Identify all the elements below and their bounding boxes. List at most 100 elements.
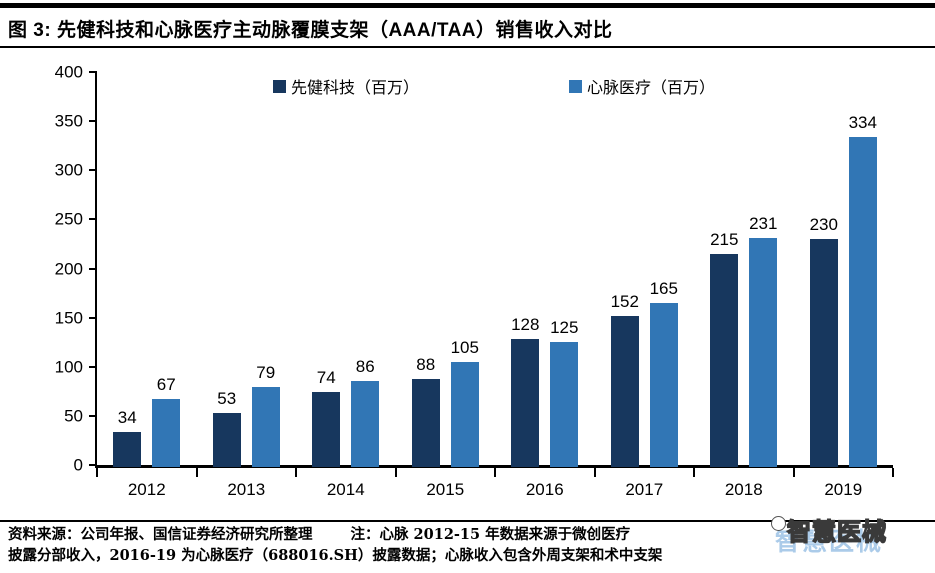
legend-marker-xianjian-icon	[272, 79, 286, 93]
bar-slot: 88	[411, 72, 440, 467]
bar-group-2013: 53 79	[197, 72, 297, 467]
bar-slot: 53	[212, 72, 241, 467]
bar-slot: 128	[511, 72, 540, 467]
x-axis-label-2015: 2015	[426, 480, 465, 499]
legend-marker-xinmai-icon	[569, 79, 582, 93]
bar-slot: 334	[848, 72, 877, 467]
bar-slot: 215	[710, 72, 739, 467]
bar-value-label: 334	[848, 112, 877, 132]
x-tick-mark	[96, 468, 98, 477]
bar-slot: 79	[251, 72, 280, 467]
footer-source-line: 资料来源：公司年报、国信证券经济研究所整理 注：心脉 2012-15 年数据来源于…	[8, 526, 935, 543]
bar-group-2014: 74 86	[296, 72, 396, 467]
y-tick-mark	[89, 120, 97, 123]
bar-slot: 67	[152, 72, 181, 467]
x-axis-label-2013: 2013	[227, 480, 266, 499]
bar-2014-series2	[351, 380, 380, 467]
bar-value-label: 215	[710, 229, 739, 249]
source-text: 资料来源：公司年报、国信证券经济研究所整理	[8, 526, 313, 543]
bar-value-label: 53	[217, 388, 237, 408]
bar-value-label: 125	[550, 318, 579, 338]
bar-value-label: 231	[749, 214, 778, 234]
bar-slot: 165	[649, 72, 678, 467]
y-tick-label: 200	[54, 259, 83, 278]
x-tick-mark	[693, 468, 695, 477]
x-tick-mark	[892, 468, 894, 477]
bar-slot: 34	[113, 72, 142, 467]
bar-group-2019: 230 334	[794, 72, 894, 467]
y-tick-label: 350	[54, 111, 83, 131]
bar-value-label: 74	[316, 368, 336, 388]
bar-slot: 230	[809, 72, 838, 467]
legend-item-xianjian: 先健科技（百万）	[272, 74, 419, 98]
bar-2013-series1	[212, 412, 241, 467]
x-axis-label-2012: 2012	[127, 480, 166, 499]
bar-group-2017: 152 165	[595, 72, 695, 467]
y-tick-label: 400	[54, 62, 83, 82]
y-tick-mark	[89, 365, 97, 368]
x-axis-label-2017: 2017	[625, 480, 664, 499]
bar-2015-series2	[450, 361, 479, 467]
x-tick-mark	[394, 468, 397, 477]
y-tick-mark	[89, 414, 97, 417]
bar-2014-series1	[312, 392, 341, 467]
bar-value-label: 152	[610, 291, 639, 311]
bar-2012-series2	[152, 399, 181, 467]
bar-2019-series2	[848, 136, 877, 467]
y-tick-mark	[89, 169, 97, 172]
bar-value-label: 67	[156, 375, 176, 395]
chart-legend: 先健科技（百万） 心脉医疗（百万）	[95, 74, 893, 98]
plot-area: 0 50 100 150 200 250 300 350 400 34 67 53 79 74 86 88 10…	[55, 64, 894, 498]
bar-value-label: 230	[809, 215, 838, 235]
bar-groups: 34 67 53 79 74 86 88 105 128 125 152 165 215 231 230 33…	[97, 72, 894, 467]
y-tick-label: 100	[54, 357, 83, 377]
y-tick-mark	[89, 316, 97, 319]
bar-slot: 231	[749, 72, 778, 467]
x-axis-label-2019: 2019	[824, 480, 863, 499]
x-tick-mark	[195, 468, 198, 477]
bar-2018-series2	[749, 238, 778, 467]
bar-group-2015: 88 105	[396, 72, 496, 467]
x-axis-label-2014: 2014	[326, 480, 365, 499]
bar-2015-series1	[411, 378, 440, 467]
bar-group-2018: 215 231	[694, 72, 794, 467]
y-tick-label: 50	[64, 406, 83, 426]
y-tick-mark	[89, 71, 97, 73]
bar-2012-series1	[113, 431, 142, 467]
bar-value-label: 86	[355, 356, 375, 376]
bar-2017-series1	[610, 315, 639, 467]
bar-value-label: 105	[450, 337, 479, 357]
bar-slot: 152	[610, 72, 639, 467]
bar-value-label: 88	[416, 354, 436, 374]
x-axis-label-2018: 2018	[724, 480, 763, 499]
bar-group-2012: 34 67	[97, 72, 197, 467]
y-tick-mark	[89, 267, 97, 270]
y-tick-mark	[89, 464, 97, 466]
top-rule	[0, 3, 935, 8]
legend-label-xianjian: 先健科技（百万）	[290, 78, 419, 97]
bar-slot: 74	[312, 72, 341, 467]
footer-rule	[0, 520, 935, 522]
bar-2013-series2	[251, 387, 280, 467]
y-tick-label: 300	[54, 160, 83, 180]
x-tick-mark	[494, 468, 496, 477]
x-tick-mark	[792, 468, 795, 477]
y-tick-label: 0	[73, 455, 83, 475]
bar-group-2016: 128 125	[495, 72, 595, 467]
bar-value-label: 165	[649, 278, 678, 298]
footer-note-line: 披露分部收入，2016-19 为心脉医疗（688016.SH）披露数据；心脉收入…	[8, 547, 935, 564]
bar-2016-series1	[511, 339, 540, 467]
x-axis-label-2016: 2016	[525, 480, 564, 499]
y-tick-label: 150	[54, 308, 83, 328]
bar-value-label: 128	[511, 315, 540, 335]
y-tick-mark	[89, 218, 97, 221]
legend-label-xinmai: 心脉医疗（百万）	[587, 78, 716, 97]
note-text-line2: 披露分部收入，2016-19 为心脉医疗（688016.SH）披露数据；心脉收入…	[8, 547, 663, 564]
note-text-line1: 注：心脉 2012-15 年数据来源于微创医疗	[350, 526, 631, 543]
bar-2017-series2	[649, 302, 678, 467]
bar-slot: 105	[450, 72, 479, 467]
bar-2016-series2	[550, 342, 579, 467]
legend-item-xinmai: 心脉医疗（百万）	[569, 74, 715, 98]
figure-title: 图 3: 先健科技和心脉医疗主动脉覆膜支架（AAA/TAA）销售收入对比	[8, 20, 613, 41]
